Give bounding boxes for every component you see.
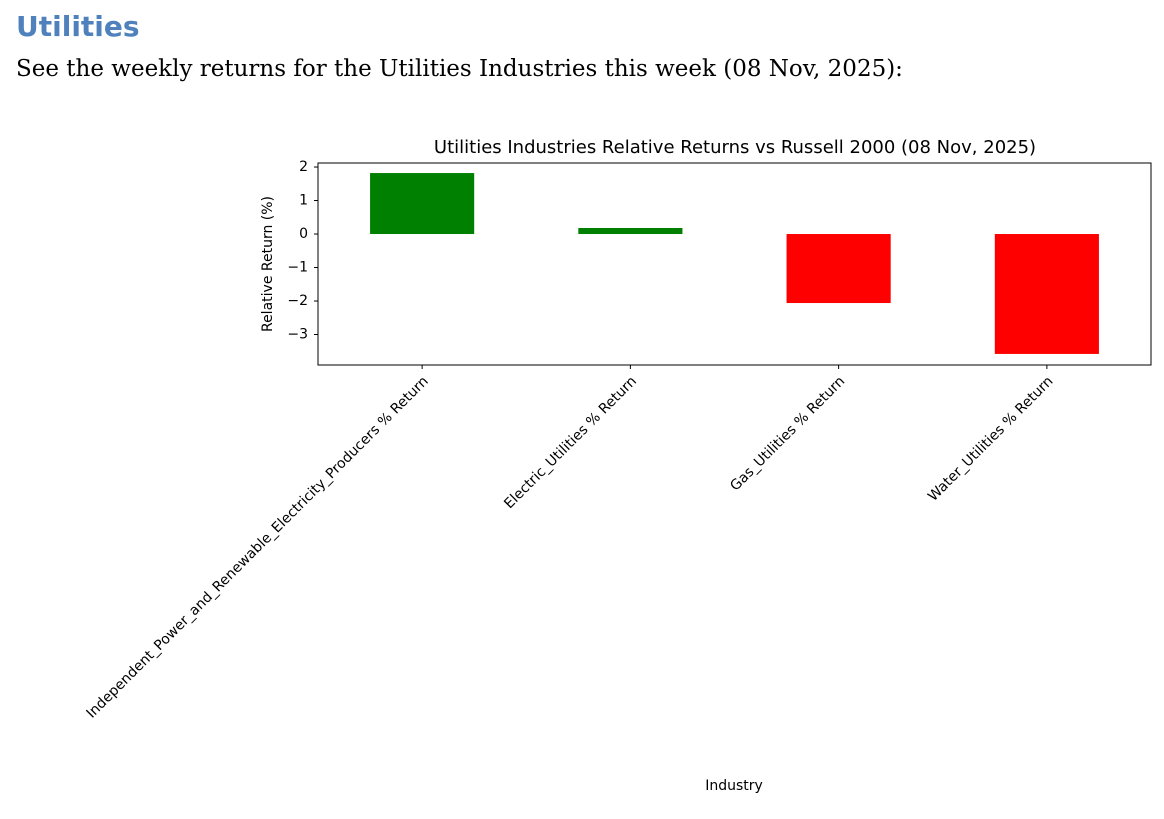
x-tick-label: Gas_Utilities % Return [727, 373, 848, 494]
y-tick-label: 0 [299, 226, 308, 242]
y-tick-label: −2 [287, 293, 308, 309]
y-tick-label: 2 [299, 159, 308, 175]
x-tick-label: Independent_Power_and_Renewable_Electric… [83, 373, 431, 721]
x-tick-label: Electric_Utilities % Return [501, 373, 640, 512]
intro-text: See the weekly returns for the Utilities… [16, 56, 903, 82]
y-axis-label: Relative Return (%) [260, 196, 276, 332]
bar [370, 173, 475, 235]
plot-frame [317, 162, 1152, 366]
bar [786, 234, 891, 304]
y-tick-label: −3 [287, 327, 308, 343]
y-tick-label: −1 [287, 260, 308, 276]
bar [994, 234, 1099, 354]
bar [578, 227, 683, 235]
section-title: Utilities [16, 10, 140, 43]
y-tick-label: 1 [299, 193, 308, 209]
chart-title: Utilities Industries Relative Returns vs… [434, 137, 1036, 158]
x-axis-label: Industry [705, 778, 763, 794]
x-tick-label: Water_Utilities % Return [925, 373, 1056, 504]
